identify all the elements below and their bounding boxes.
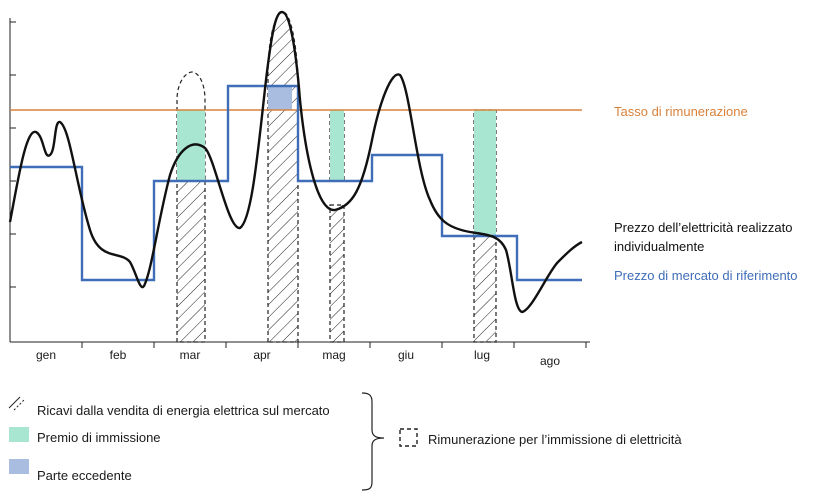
legend-premium-label: Premio di immissione <box>37 430 161 445</box>
individual-price-line <box>8 10 583 314</box>
legend-icons <box>8 392 418 491</box>
individual-price-label: Prezzo dell’elettricità realizzato indiv… <box>614 220 793 254</box>
hatch-apr <box>267 11 299 343</box>
x-tick-ago: ago <box>539 354 561 368</box>
legend-premium-icon <box>9 427 29 442</box>
x-tick-lug: lug <box>473 348 490 362</box>
legend-excess-icon <box>9 459 29 474</box>
hatch-mar <box>176 180 206 343</box>
market-price-label: Prezzo di mercato di riferimento <box>614 268 798 283</box>
premium-mag <box>330 110 344 181</box>
legend-hatch-label: Ricavi dalla vendita di energia elettric… <box>37 403 330 418</box>
legend-excess-label: Parte eccedente <box>37 468 132 483</box>
legend-remuneration-icon <box>399 428 418 447</box>
rate-label: Tasso di rimunerazione <box>614 104 748 119</box>
axes <box>9 18 590 348</box>
x-tick-feb: feb <box>109 348 127 362</box>
x-tick-mag: mag <box>322 348 346 362</box>
x-tick-mar: mar <box>179 348 201 362</box>
hatch-mag <box>329 204 345 343</box>
premium-areas <box>177 110 496 236</box>
legend-remuneration-label: Rimunerazione per l’immissione di elettr… <box>428 432 682 447</box>
premium-lug <box>474 110 496 236</box>
x-tick-gen: gen <box>35 348 57 362</box>
market-price-line <box>10 84 582 282</box>
x-tick-apr: apr <box>253 348 271 362</box>
legend-hatch-icon <box>8 396 26 411</box>
x-tick-giu: giu <box>397 348 414 362</box>
excess-area-apr <box>268 85 292 110</box>
legend-brace <box>361 392 385 491</box>
hatch-lug <box>473 235 497 343</box>
